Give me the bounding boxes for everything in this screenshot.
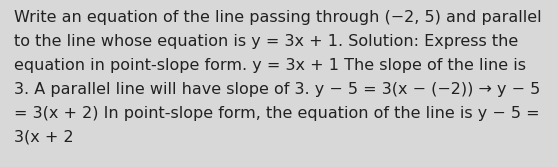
Text: equation in point-slope form. y = 3x + 1 The slope of the line is: equation in point-slope form. y = 3x + 1… — [14, 58, 526, 73]
Text: to the line whose equation is y = 3x + 1. Solution: Express the: to the line whose equation is y = 3x + 1… — [14, 34, 518, 49]
Text: = 3(x + 2) In point-slope form, the equation of the line is y − 5 =: = 3(x + 2) In point-slope form, the equa… — [14, 106, 540, 121]
Text: 3(x + 2: 3(x + 2 — [14, 130, 74, 145]
Text: Write an equation of the line passing through (−2, 5) and parallel: Write an equation of the line passing th… — [14, 10, 542, 25]
Text: 3. A parallel line will have slope of 3. y − 5 = 3(x − (−2)) → y − 5: 3. A parallel line will have slope of 3.… — [14, 82, 540, 97]
